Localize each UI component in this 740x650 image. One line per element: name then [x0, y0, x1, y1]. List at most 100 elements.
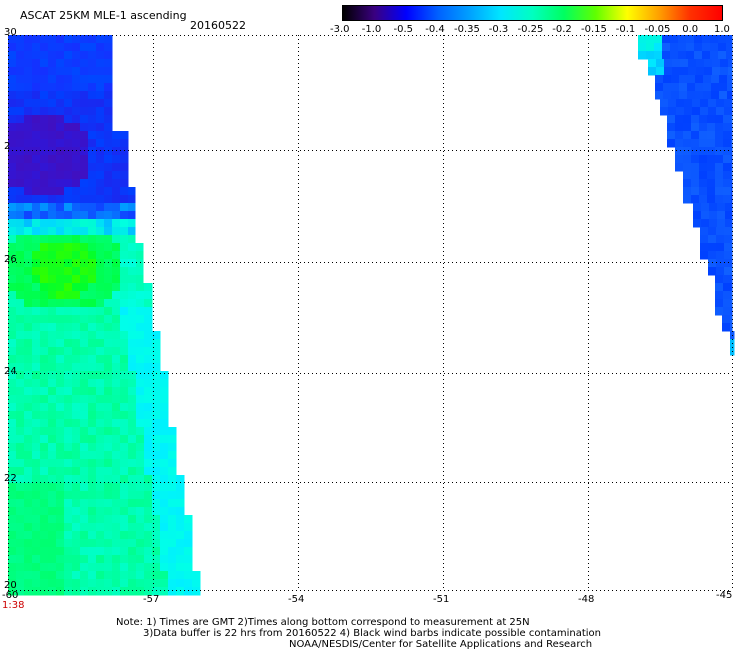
swath-cell — [104, 107, 113, 116]
swath-cell — [72, 307, 81, 316]
swath-cell — [16, 267, 25, 276]
swath-cell — [80, 251, 89, 260]
swath-cell — [668, 99, 677, 108]
swath-cell — [24, 411, 33, 420]
swath-cell — [726, 35, 733, 44]
swath-cell — [48, 115, 57, 124]
swath-cell — [152, 483, 161, 492]
swath-cell — [48, 123, 57, 132]
swath-cell — [48, 259, 57, 268]
swath-cell — [16, 571, 25, 580]
swath-cell — [176, 539, 185, 548]
swath-cell — [24, 459, 33, 468]
swath-cell — [16, 355, 25, 364]
swath-cell — [40, 315, 49, 324]
swath-cell — [40, 235, 49, 244]
swath-cell — [695, 75, 704, 84]
swath-cell — [88, 275, 97, 284]
swath-cell — [48, 395, 57, 404]
swath-cell — [72, 227, 81, 236]
swath-cell — [64, 443, 73, 452]
swath-cell — [715, 131, 724, 140]
swath-cell — [8, 115, 17, 124]
swath-cell — [128, 379, 137, 388]
swath-cell — [16, 531, 25, 540]
swath-cell — [64, 243, 73, 252]
swath-cell — [104, 547, 113, 556]
swath-cell — [691, 123, 700, 132]
swath-cell — [112, 451, 121, 460]
swath-cell — [48, 371, 57, 380]
swath-cell — [8, 283, 17, 292]
swath-cell — [32, 379, 41, 388]
swath-cell — [128, 571, 137, 580]
swath-cell — [693, 211, 702, 220]
swath-cell — [64, 99, 73, 108]
swath-cell — [120, 403, 129, 412]
swath-cell — [56, 251, 65, 260]
swath-cell — [120, 299, 129, 308]
swath-cell — [56, 315, 65, 324]
swath-cell — [96, 355, 105, 364]
swath-cell — [72, 459, 81, 468]
swath-cell — [715, 171, 724, 180]
swath-cell — [16, 499, 25, 508]
swath-cell — [152, 331, 161, 340]
swath-cell — [715, 195, 724, 204]
swath-cell — [723, 291, 732, 300]
swath-cell — [96, 307, 105, 316]
swath-cell — [64, 123, 73, 132]
swath-cell — [40, 91, 49, 100]
swath-cell — [144, 483, 153, 492]
swath-cell — [48, 355, 57, 364]
swath-cell — [120, 571, 129, 580]
swath-cell — [72, 275, 81, 284]
swath-cell — [112, 235, 121, 244]
swath-cell — [64, 155, 73, 164]
swath-cell — [32, 59, 41, 68]
swath-cell — [160, 443, 169, 452]
swath-cell — [136, 267, 144, 276]
swath-cell — [80, 539, 89, 548]
swath-cell — [723, 139, 732, 148]
swath-cell — [667, 139, 676, 148]
swath-cell — [112, 531, 121, 540]
swath-cell — [691, 155, 700, 164]
swath-cell — [72, 507, 81, 516]
swath-cell — [144, 467, 153, 476]
colorbar-label: -0.05 — [644, 24, 671, 35]
swath-cell — [88, 331, 97, 340]
swath-cell — [24, 275, 33, 284]
swath-cell — [691, 115, 700, 124]
swath-cell — [120, 507, 129, 516]
swath-cell — [104, 251, 113, 260]
swath-cell — [184, 579, 193, 588]
swath-cell — [40, 547, 49, 556]
swath-cell — [723, 123, 732, 132]
colorbar-label: -0.25 — [517, 24, 544, 35]
swath-cell — [48, 187, 57, 196]
swath-cell — [32, 403, 41, 412]
swath-cell — [56, 475, 65, 484]
swath-cell — [120, 435, 129, 444]
swath-cell — [723, 147, 732, 156]
swath-cell — [731, 291, 733, 300]
swath-cell — [64, 51, 73, 60]
swath-cell — [708, 259, 717, 268]
swath-cell — [24, 531, 33, 540]
swath-cell — [16, 371, 25, 380]
swath-cell — [88, 307, 97, 316]
swath-cell — [720, 59, 729, 68]
swath-cell — [16, 507, 25, 516]
swath-cell — [48, 275, 57, 284]
swath-cell — [56, 555, 65, 564]
swath-cell — [8, 547, 17, 556]
swath-cell — [48, 67, 57, 76]
swath-cell — [136, 259, 144, 268]
swath-cell — [64, 227, 73, 236]
swath-cell — [679, 91, 688, 100]
swath-cell — [80, 131, 89, 140]
swath-cell — [136, 291, 145, 300]
swath-cell — [104, 491, 113, 500]
swath-cell — [136, 499, 145, 508]
